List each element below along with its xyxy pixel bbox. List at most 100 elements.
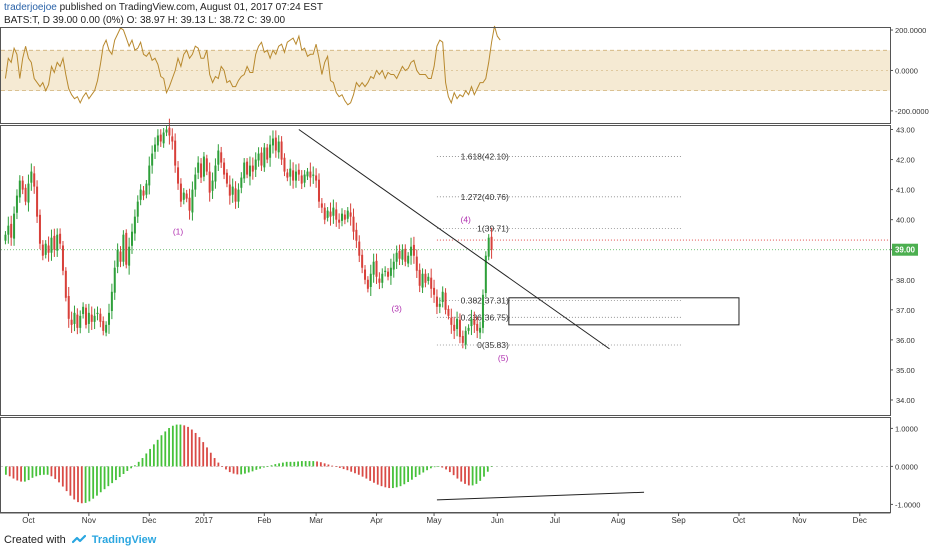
candle-body xyxy=(277,141,280,153)
candle-body xyxy=(444,292,447,310)
candle-body xyxy=(243,162,246,179)
time-tick-label: Nov xyxy=(792,516,806,525)
candle-body xyxy=(131,231,134,246)
candle-body xyxy=(435,296,438,307)
candle-body xyxy=(182,192,185,200)
candle-body xyxy=(177,167,180,184)
osc-bar xyxy=(228,466,231,473)
tradingview-brand[interactable]: TradingView xyxy=(91,534,157,546)
osc-bar xyxy=(274,464,277,467)
username-link[interactable]: traderjoejoe xyxy=(4,2,57,13)
candle-body xyxy=(456,318,459,330)
osc-bar xyxy=(384,466,387,488)
candle-body xyxy=(254,159,257,170)
osc-bar xyxy=(399,466,402,487)
candle-body xyxy=(481,294,484,328)
candle-body xyxy=(372,261,375,275)
candle-body xyxy=(73,312,76,324)
candle-body xyxy=(412,244,415,256)
osc-bar xyxy=(418,466,421,475)
osc-bar xyxy=(31,466,34,478)
osc-bar xyxy=(58,466,60,483)
osc-bar xyxy=(122,466,125,474)
candle-body xyxy=(433,287,436,295)
candle-body xyxy=(179,183,182,202)
candle-body xyxy=(389,267,392,276)
candle-body xyxy=(113,267,116,293)
fib-level-label: 0(35.83) xyxy=(477,340,509,350)
candle-body xyxy=(107,312,111,325)
osc-bar xyxy=(187,426,189,467)
candle-body xyxy=(358,241,361,256)
candle-body xyxy=(231,186,234,195)
candle-body xyxy=(458,319,461,337)
candle-body xyxy=(102,320,105,331)
osc-bar xyxy=(342,466,345,470)
osc-bar xyxy=(149,448,151,467)
osc-bar xyxy=(50,466,53,477)
candle-body xyxy=(24,187,27,202)
candle-body xyxy=(200,163,203,178)
osc-bar xyxy=(426,466,428,471)
osc-bar xyxy=(126,466,129,471)
candle-body xyxy=(303,174,306,183)
osc-bar xyxy=(99,466,102,493)
osc-bar xyxy=(380,466,383,487)
candle-body xyxy=(139,189,142,200)
candle-body xyxy=(297,169,300,175)
candle-body xyxy=(122,234,125,262)
candle-body xyxy=(271,138,274,146)
candle-body xyxy=(315,175,318,181)
osc-bar xyxy=(483,466,485,477)
candle-body xyxy=(453,324,456,331)
candle-body xyxy=(395,252,398,262)
candle-body xyxy=(151,153,154,166)
candle-body xyxy=(392,261,395,270)
osc-bar xyxy=(365,466,368,479)
candle-body xyxy=(50,237,53,253)
candle-body xyxy=(44,243,47,255)
candle-body xyxy=(211,180,214,191)
time-tick-label: Jun xyxy=(491,516,504,525)
candle-body xyxy=(194,174,197,190)
price-tick-label: 37.00 xyxy=(896,306,915,315)
candle-body xyxy=(323,207,326,220)
osc-bar xyxy=(69,466,72,496)
footer: Created with TradingView xyxy=(4,532,156,548)
candle-body xyxy=(191,189,194,213)
cci-panel xyxy=(1,25,890,106)
osc-bar xyxy=(251,466,254,472)
osc-bar xyxy=(300,461,303,467)
candle-body xyxy=(148,165,151,186)
candle-body xyxy=(208,171,211,193)
osc-tick-label: 1.0000 xyxy=(895,424,918,433)
candle-body xyxy=(240,177,243,188)
candle-body xyxy=(53,235,56,250)
candle-body xyxy=(479,327,482,333)
candle-body xyxy=(312,174,315,176)
candle-body xyxy=(234,188,237,202)
osc-bar xyxy=(392,466,394,489)
candle-body xyxy=(257,153,260,161)
osc-bar xyxy=(441,466,444,468)
osc-bar xyxy=(194,432,197,467)
candle-body xyxy=(99,313,102,322)
wave-label: (5) xyxy=(498,353,509,363)
osc-bar xyxy=(130,466,133,469)
osc-bar xyxy=(198,437,201,467)
osc-bar xyxy=(433,466,436,468)
candle-body xyxy=(159,134,162,142)
candle-body xyxy=(338,219,341,223)
osc-bar xyxy=(179,424,182,467)
candle-body xyxy=(430,277,433,289)
candle-body xyxy=(401,249,404,260)
osc-bar xyxy=(479,466,482,481)
osc-bar xyxy=(209,452,212,467)
osc-bar xyxy=(369,466,372,481)
candle-body xyxy=(450,317,453,325)
candle-body xyxy=(421,273,424,288)
osc-bar xyxy=(183,425,186,467)
time-tick-label: Apr xyxy=(370,516,383,525)
price-tick-label: 41.00 xyxy=(896,186,915,195)
